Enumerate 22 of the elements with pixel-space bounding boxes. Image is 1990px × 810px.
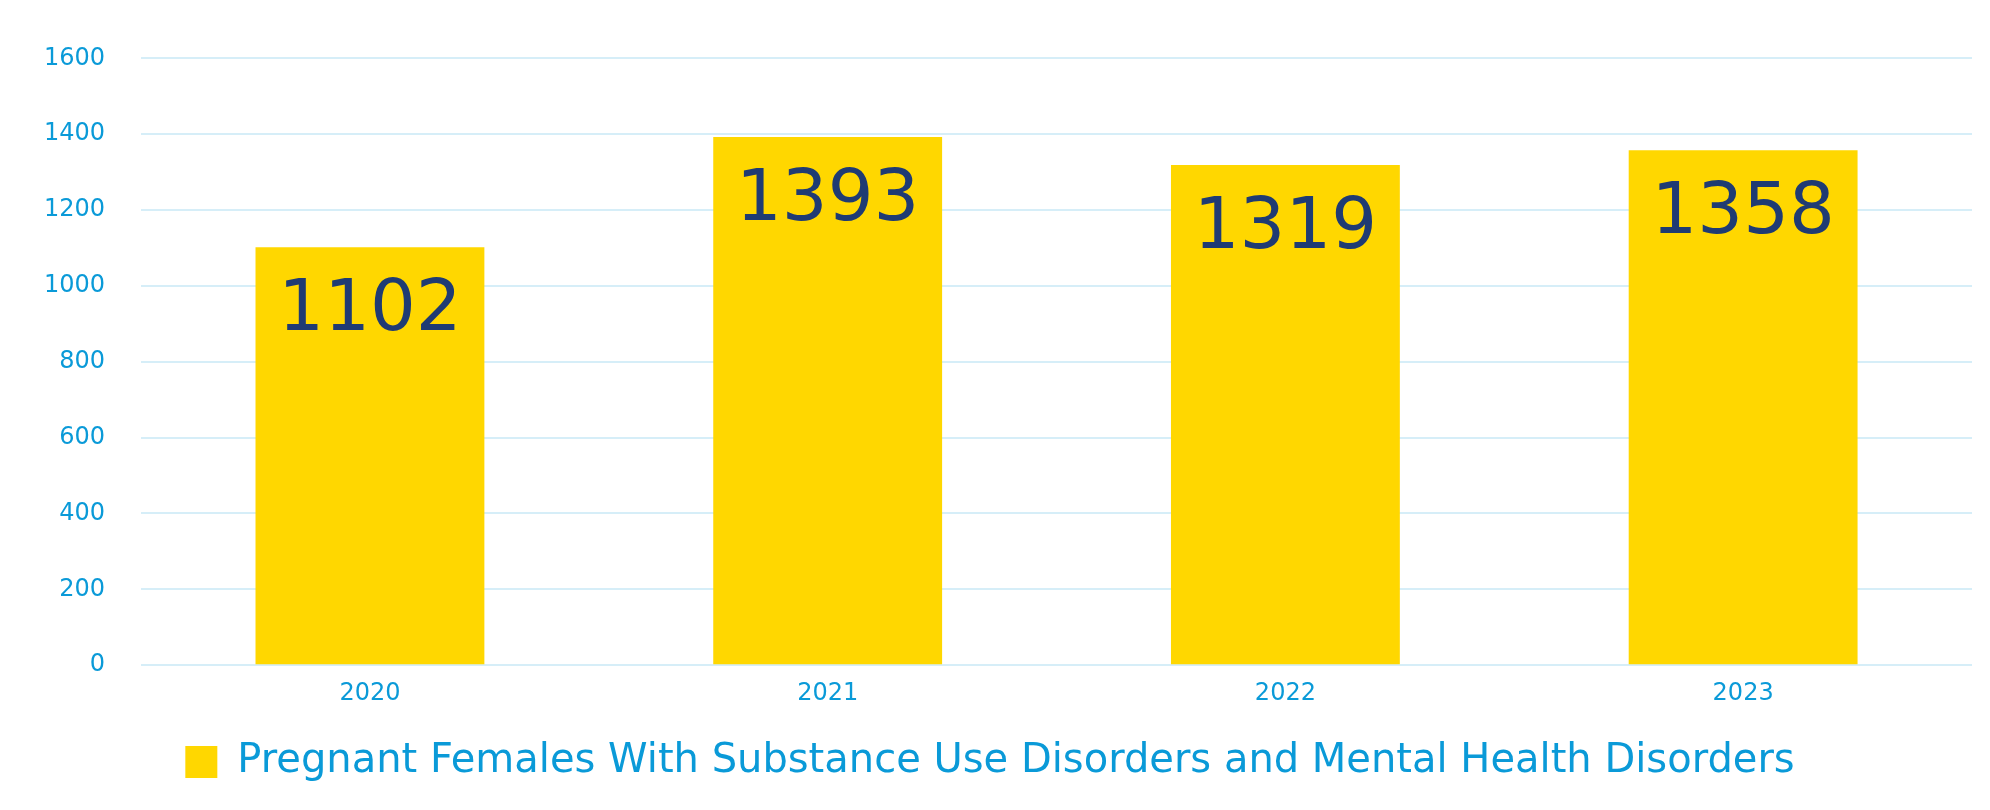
y-tick-label: 0 [89, 649, 106, 678]
data-label: 1102 [278, 262, 462, 347]
x-tick-label: 2022 [1254, 677, 1316, 706]
bar [255, 247, 485, 665]
y-tick-label: 1400 [44, 118, 106, 147]
bar [1170, 164, 1400, 665]
bar [713, 136, 943, 665]
data-label: 1319 [1193, 180, 1378, 265]
x-tick-label: 2023 [1712, 677, 1774, 706]
data-label: 1393 [736, 152, 920, 237]
y-tick-label: 1200 [44, 194, 106, 223]
y-tick-label: 400 [59, 497, 106, 526]
y-tick-label: 200 [59, 573, 106, 602]
y-tick-label: 1000 [44, 270, 106, 299]
x-tick-label: 2020 [339, 677, 401, 706]
y-tick-label: 1600 [44, 42, 106, 71]
x-tick-label: 2021 [797, 677, 859, 706]
y-tick-label: 600 [59, 421, 106, 450]
legend-label: Pregnant Females With Substance Use Disorders and Mental Health Disorders [237, 735, 1795, 782]
bar [1628, 150, 1858, 665]
y-tick-label: 800 [59, 346, 106, 375]
data-label: 1358 [1651, 165, 1835, 250]
